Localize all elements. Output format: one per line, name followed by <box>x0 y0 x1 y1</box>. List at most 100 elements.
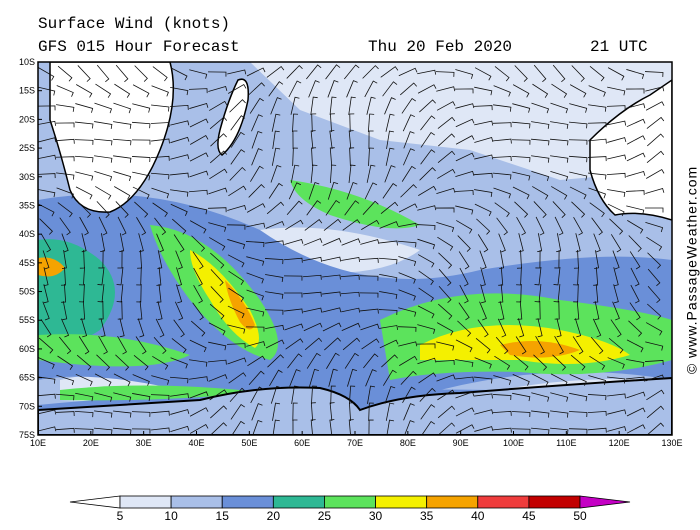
barb <box>398 341 418 347</box>
barb <box>227 254 245 268</box>
barb <box>115 354 130 371</box>
barb <box>59 217 71 236</box>
barb <box>474 154 494 160</box>
barb <box>246 256 265 266</box>
barb <box>151 187 170 199</box>
barb <box>492 122 512 128</box>
barb <box>132 186 150 200</box>
barb <box>310 130 316 149</box>
barb <box>150 122 170 128</box>
barb <box>170 136 190 144</box>
barb <box>227 305 245 319</box>
map-field <box>38 62 672 435</box>
barb <box>474 189 493 197</box>
barb <box>455 152 475 162</box>
barb <box>210 269 224 286</box>
barb <box>151 410 170 416</box>
barb <box>531 410 550 418</box>
barb <box>531 102 550 114</box>
lat-label: 40S <box>19 229 35 239</box>
barb <box>626 170 646 177</box>
lon-label: 130E <box>661 438 682 448</box>
barb <box>287 353 303 369</box>
lon-label: 30E <box>136 438 152 448</box>
barb <box>96 64 110 83</box>
barb <box>303 322 323 332</box>
barb <box>554 216 564 236</box>
barb <box>61 250 67 269</box>
barb <box>417 254 435 268</box>
barb <box>627 220 644 234</box>
barb <box>38 337 54 354</box>
lon-label: 40E <box>188 438 204 448</box>
barb <box>474 120 494 126</box>
barb <box>588 104 607 112</box>
barb <box>283 275 303 281</box>
barb <box>286 200 303 216</box>
barb <box>100 318 106 338</box>
colorbar-segment <box>426 495 479 509</box>
barb <box>292 113 299 133</box>
barb <box>569 103 588 113</box>
barb <box>230 131 245 148</box>
barb <box>229 166 246 181</box>
barb <box>416 224 436 230</box>
barb <box>647 303 662 320</box>
barb <box>401 165 416 182</box>
barb <box>574 318 582 338</box>
barb <box>364 182 378 200</box>
time: 21 UTC <box>590 38 648 56</box>
barb <box>210 422 227 435</box>
barb <box>188 88 208 94</box>
barb <box>341 238 361 246</box>
barb <box>437 168 456 179</box>
barb <box>533 201 547 218</box>
barb <box>438 268 452 287</box>
barb <box>437 405 456 419</box>
barb <box>342 219 361 231</box>
barb <box>594 301 600 321</box>
barb <box>227 83 247 94</box>
barb <box>228 270 245 285</box>
barb <box>552 64 566 83</box>
barb <box>326 352 340 369</box>
barb <box>330 113 335 133</box>
barb <box>398 256 417 266</box>
barb <box>207 71 227 77</box>
wind-barbs <box>38 64 665 435</box>
barb <box>176 267 183 287</box>
barb <box>38 86 56 96</box>
barb <box>246 307 265 317</box>
barb <box>420 115 436 131</box>
barb <box>516 216 527 236</box>
barb <box>228 372 247 384</box>
barb <box>303 291 322 297</box>
barb <box>268 81 284 97</box>
barb <box>607 137 627 143</box>
barb <box>612 250 620 270</box>
barb <box>474 376 493 384</box>
barb <box>532 186 549 200</box>
barb <box>189 69 208 79</box>
barb <box>245 241 265 248</box>
barb <box>554 335 564 355</box>
barb <box>626 407 646 417</box>
barb <box>38 67 55 81</box>
barb <box>246 67 266 77</box>
barb <box>550 121 569 129</box>
model: GFS 015 Hour Forecast <box>38 38 240 56</box>
barb <box>556 318 562 338</box>
barb <box>39 218 53 235</box>
barb <box>270 165 282 183</box>
barb <box>384 97 396 115</box>
barb <box>341 322 361 332</box>
barb <box>226 224 246 230</box>
barb <box>553 284 561 303</box>
barb <box>306 352 321 369</box>
barb <box>266 201 285 215</box>
barb <box>322 307 342 313</box>
barb <box>38 154 57 160</box>
barb <box>417 305 435 319</box>
barb <box>94 102 113 114</box>
barb <box>474 137 494 143</box>
